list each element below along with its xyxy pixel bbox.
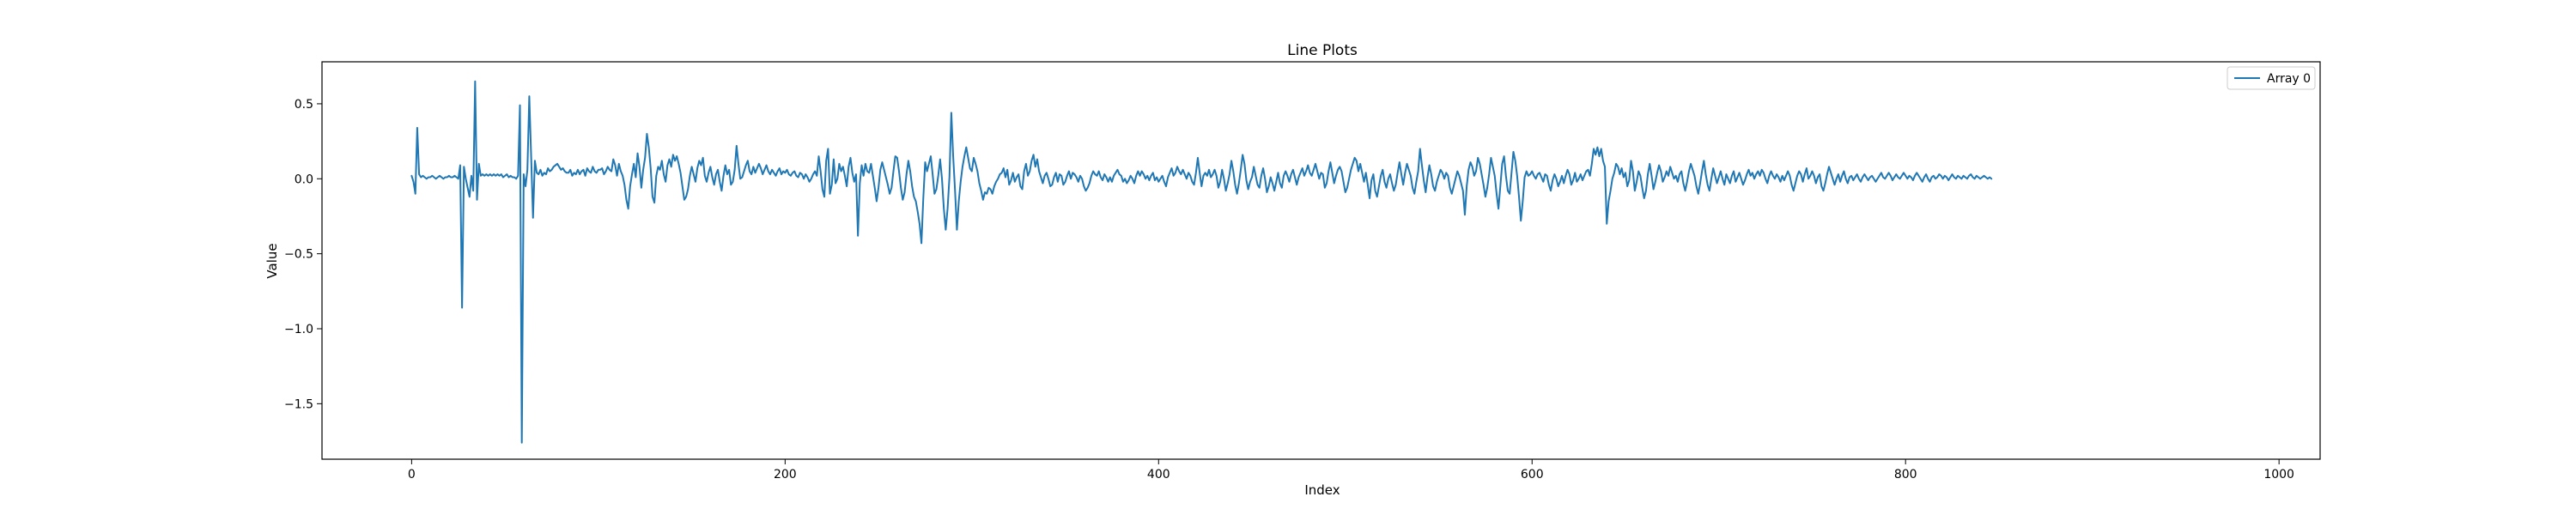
x-tick-label: 800 <box>1894 468 1917 482</box>
x-axis: 0 200 400 600 800 1000 <box>408 459 2294 482</box>
y-tick-label: 0.0 <box>295 173 313 186</box>
y-axis: 0.5 0.0 −0.5 −1.0 −1.5 <box>284 98 322 411</box>
legend-box <box>2227 66 2316 90</box>
y-tick-label: −1.5 <box>284 397 313 411</box>
y-tick-label: −0.5 <box>284 248 313 262</box>
y-tick-label: 0.5 <box>295 98 313 112</box>
series-line-array-0 <box>410 80 1993 444</box>
chart-title: Line Plots <box>1287 42 1358 59</box>
x-tick-label: 1000 <box>2263 468 2294 482</box>
y-tick-label: −1.0 <box>284 323 313 336</box>
x-tick-label: 600 <box>1521 468 1544 482</box>
legend: Array 0 <box>2227 66 2316 90</box>
x-tick-label: 400 <box>1147 468 1170 482</box>
series-layer <box>410 80 1993 444</box>
plot-frame <box>321 61 2321 460</box>
x-tick-label: 0 <box>408 468 416 482</box>
legend-label-array-0: Array 0 <box>2267 72 2311 86</box>
x-tick-label: 200 <box>774 468 797 482</box>
y-axis-title: Value <box>264 243 280 278</box>
x-axis-title: Index <box>1304 482 1340 498</box>
